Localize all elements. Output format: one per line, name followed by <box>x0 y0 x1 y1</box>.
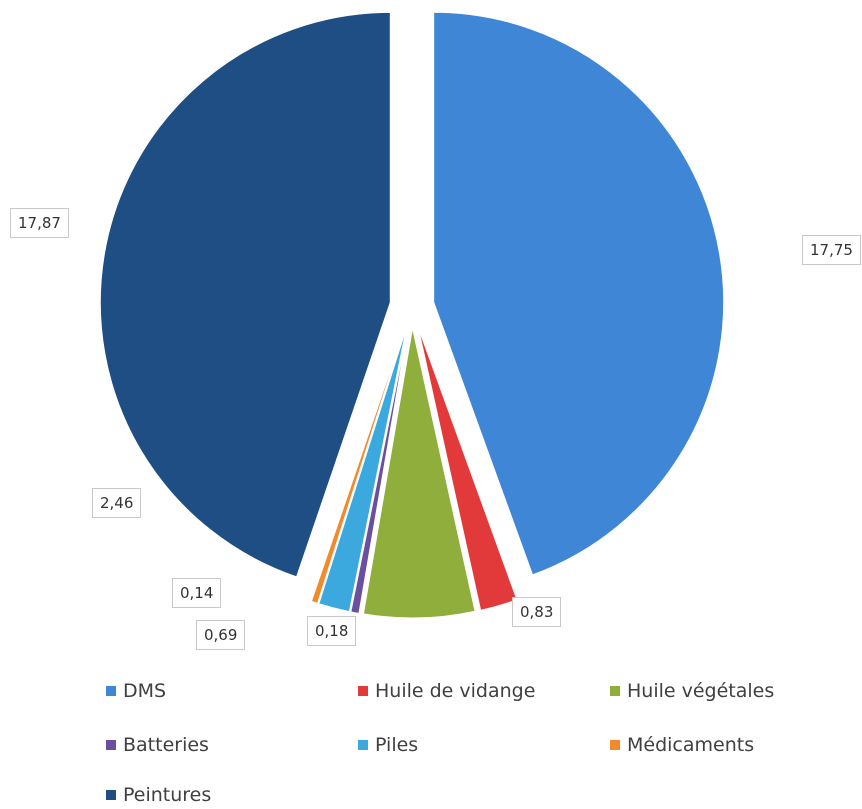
legend-swatch-huile-de-vidange <box>358 686 368 696</box>
legend-item-medicaments: Médicaments <box>610 734 754 756</box>
pie-slice-dms <box>433 11 725 576</box>
legend-label-peintures: Peintures <box>123 784 212 806</box>
legend-swatch-batteries <box>106 740 116 750</box>
data-label-batteries: 0,18 <box>307 616 357 646</box>
pie-slice-huile-vegetales <box>362 327 476 619</box>
data-label-huile-de-vidange: 0,83 <box>512 597 562 627</box>
legend-item-huile-de-vidange: Huile de vidange <box>358 680 535 702</box>
legend-label-huile-vegetales: Huile végétales <box>627 680 775 702</box>
legend-swatch-piles <box>358 740 368 750</box>
pie-svg <box>99 11 725 619</box>
pie-slice-piles <box>318 327 407 613</box>
legend-label-medicaments: Médicaments <box>627 734 755 756</box>
legend-swatch-medicaments <box>610 740 620 750</box>
legend-item-piles: Piles <box>358 734 418 756</box>
legend-label-piles: Piles <box>375 734 419 756</box>
legend-label-huile-de-vidange: Huile de vidange <box>375 680 536 702</box>
legend-item-huile-vegetales: Huile végétales <box>610 680 774 702</box>
legend-swatch-peintures <box>106 790 116 800</box>
legend-item-batteries: Batteries <box>106 734 209 756</box>
pie-slice-medicaments <box>310 326 406 604</box>
data-label-peintures: 17,87 <box>10 208 69 238</box>
legend-swatch-huile-vegetales <box>610 686 620 696</box>
pie-slice-peintures <box>99 11 391 578</box>
legend: DMS Huile de vidange Huile végétales Bat… <box>100 670 820 806</box>
pie-slice-batteries <box>350 327 409 615</box>
legend-item-dms: DMS <box>106 680 166 702</box>
legend-label-dms: DMS <box>123 680 167 702</box>
legend-item-peintures: Peintures <box>106 784 211 806</box>
data-label-huile-vegetales: 2,46 <box>92 488 142 518</box>
data-label-medicaments: 0,14 <box>172 578 222 608</box>
data-label-dms: 17,75 <box>802 235 861 265</box>
legend-label-batteries: Batteries <box>123 734 209 756</box>
legend-swatch-dms <box>106 686 116 696</box>
data-label-piles: 0,69 <box>196 620 246 650</box>
